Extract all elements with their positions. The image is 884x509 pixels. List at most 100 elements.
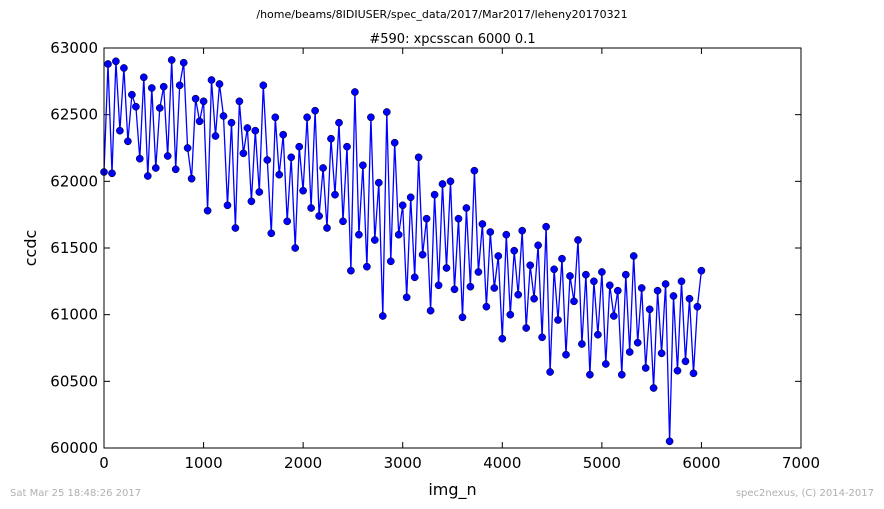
series-line bbox=[103, 59, 703, 442]
data-point bbox=[124, 137, 132, 146]
data-point bbox=[235, 97, 244, 106]
data-point bbox=[359, 161, 367, 170]
data-point bbox=[470, 166, 479, 175]
data-point bbox=[319, 164, 327, 172]
data-point bbox=[406, 193, 415, 202]
data-point bbox=[382, 108, 391, 116]
data-point bbox=[693, 302, 702, 311]
data-layer bbox=[100, 56, 706, 446]
data-point bbox=[295, 142, 304, 151]
data-point bbox=[167, 56, 176, 64]
data-point bbox=[430, 190, 439, 199]
data-point bbox=[578, 340, 586, 348]
data-point bbox=[649, 384, 658, 392]
data-point bbox=[151, 164, 160, 172]
x-tick-label: 7000 bbox=[782, 454, 820, 472]
data-point bbox=[518, 226, 527, 235]
x-tick-label: 2000 bbox=[284, 454, 322, 472]
data-point bbox=[227, 118, 236, 127]
file-path-header: /home/beams/8IDIUSER/spec_data/2017/Mar2… bbox=[256, 8, 628, 21]
data-point bbox=[339, 217, 347, 226]
data-point bbox=[566, 272, 574, 280]
data-point bbox=[598, 268, 606, 276]
data-point bbox=[414, 153, 423, 162]
data-point bbox=[633, 338, 642, 347]
data-point bbox=[207, 76, 216, 84]
data-point bbox=[486, 228, 495, 236]
data-point bbox=[271, 113, 280, 122]
data-point bbox=[502, 230, 511, 239]
data-point bbox=[534, 241, 542, 250]
data-point bbox=[590, 277, 598, 286]
data-point bbox=[653, 286, 662, 295]
data-point bbox=[175, 81, 184, 90]
data-point bbox=[637, 284, 646, 292]
data-point bbox=[542, 222, 550, 231]
data-point bbox=[398, 201, 407, 210]
data-point bbox=[120, 64, 128, 72]
data-point bbox=[645, 305, 654, 314]
data-point bbox=[251, 126, 260, 135]
data-point bbox=[410, 273, 419, 282]
data-point bbox=[351, 88, 359, 96]
data-point bbox=[195, 117, 204, 126]
y-tick-label: 60000 bbox=[50, 439, 98, 457]
data-point bbox=[462, 204, 471, 212]
x-tick-label: 4000 bbox=[483, 454, 521, 472]
data-point bbox=[506, 310, 515, 319]
data-point bbox=[458, 313, 467, 322]
data-point bbox=[426, 306, 435, 315]
data-point bbox=[550, 265, 558, 274]
data-point bbox=[617, 370, 626, 379]
data-point bbox=[311, 106, 319, 115]
data-point bbox=[422, 214, 431, 223]
data-point bbox=[574, 236, 582, 244]
data-point bbox=[231, 224, 240, 232]
data-point bbox=[621, 270, 630, 279]
data-point bbox=[155, 104, 164, 112]
data-point bbox=[243, 124, 252, 132]
data-point bbox=[363, 262, 371, 271]
y-tick-label: 60500 bbox=[50, 372, 98, 390]
x-tick-label: 5000 bbox=[583, 454, 621, 472]
data-point bbox=[669, 292, 678, 300]
data-point bbox=[370, 236, 379, 244]
data-point bbox=[418, 250, 427, 259]
data-point bbox=[494, 252, 503, 260]
x-axis-label: img_n bbox=[428, 480, 476, 500]
data-point bbox=[267, 229, 276, 238]
data-point bbox=[546, 368, 554, 376]
data-point bbox=[657, 349, 666, 358]
data-point bbox=[386, 257, 395, 266]
footer-timestamp: Sat Mar 25 18:48:26 2017 bbox=[10, 488, 142, 499]
data-point bbox=[307, 204, 315, 212]
data-point bbox=[343, 142, 351, 151]
data-point bbox=[104, 60, 112, 68]
chart-title: #590: xpcsscan 6000 0.1 bbox=[369, 32, 535, 47]
data-point bbox=[526, 261, 535, 270]
data-point bbox=[482, 302, 491, 311]
data-point bbox=[498, 334, 507, 343]
y-tick-label: 62500 bbox=[50, 106, 98, 124]
plot-frame bbox=[103, 47, 802, 449]
data-point bbox=[438, 180, 447, 188]
data-point bbox=[259, 81, 268, 90]
x-tick-label: 0 bbox=[99, 454, 109, 472]
data-point bbox=[247, 197, 256, 206]
y-tick-label: 61000 bbox=[50, 306, 98, 324]
data-point bbox=[283, 217, 292, 226]
data-point bbox=[187, 174, 196, 183]
data-point bbox=[263, 156, 272, 164]
data-point bbox=[478, 220, 487, 228]
data-point bbox=[179, 58, 188, 67]
data-point bbox=[490, 284, 499, 292]
x-tick-label: 3000 bbox=[384, 454, 422, 472]
data-point bbox=[135, 154, 144, 163]
data-point bbox=[219, 112, 228, 120]
data-point bbox=[697, 266, 706, 275]
data-point bbox=[335, 118, 343, 127]
data-point bbox=[355, 230, 363, 239]
data-point bbox=[315, 212, 323, 220]
x-tick-label: 6000 bbox=[682, 454, 720, 472]
